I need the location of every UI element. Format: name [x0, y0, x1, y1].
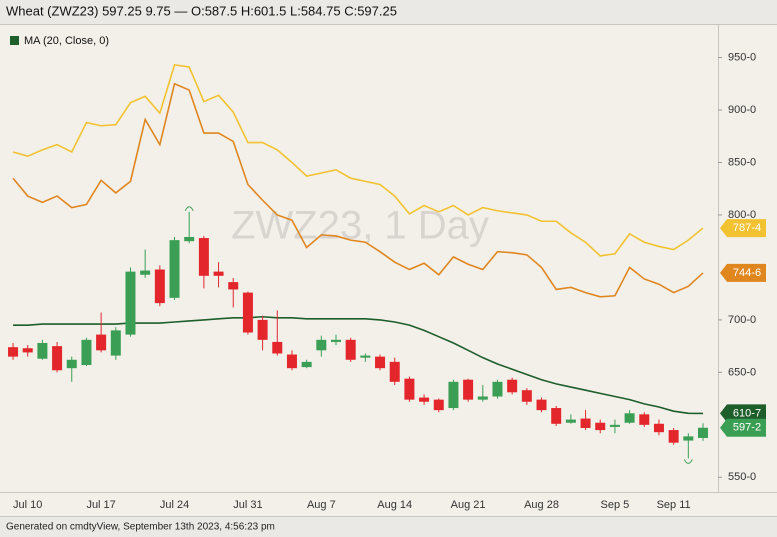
x-tick-label: Jul 24 [160, 499, 189, 511]
candle-body [683, 436, 694, 441]
candle-body [448, 381, 459, 409]
price-tag-label: 744-6 [733, 267, 761, 279]
price-tag [720, 219, 766, 238]
candle-body [375, 356, 386, 369]
candle-body [242, 292, 253, 333]
y-tick-label: 800-0 [728, 209, 756, 221]
candle-body [81, 339, 92, 366]
y-tick-label: 550-0 [728, 471, 756, 483]
candle-body [565, 419, 576, 423]
candle-body [66, 359, 77, 369]
candle-body [125, 271, 136, 335]
legend-swatch [10, 36, 19, 45]
candle-body [639, 414, 650, 425]
candle-body [213, 271, 224, 276]
low-marker [683, 459, 693, 464]
candle-body [110, 330, 121, 356]
candle-body [331, 339, 341, 342]
price-tag [720, 418, 766, 437]
candle-body [389, 361, 400, 382]
candle-body [37, 342, 48, 359]
candle-body [8, 347, 19, 357]
candle-body [463, 379, 474, 400]
candle-body [580, 418, 591, 428]
candle-body [404, 378, 415, 400]
x-tick-label: Jul 17 [86, 499, 115, 511]
candle-body [360, 355, 371, 358]
candle-body [609, 424, 620, 427]
x-tick-label: Aug 7 [307, 499, 336, 511]
legend-label: MA (20, Close, 0) [24, 35, 109, 47]
candle-body [668, 430, 679, 443]
candle-body [169, 240, 180, 298]
candle-body [698, 427, 708, 438]
candle-body [492, 381, 503, 397]
candle-body [507, 379, 518, 393]
line-series [12, 63, 704, 257]
candle-body [22, 348, 33, 353]
x-tick-label: Sep 11 [657, 499, 691, 511]
candle-body [286, 354, 297, 369]
footer: Generated on cmdtyView, September 13th 2… [6, 522, 275, 533]
x-tick-label: Aug 21 [451, 499, 486, 511]
price-tag-label: 597-2 [733, 422, 761, 434]
candle-body [653, 423, 664, 433]
chart-title: Wheat (ZWZ23) 597.25 9.75 — O:587.5 H:60… [6, 3, 397, 18]
candle-body [595, 422, 606, 431]
candle-body [272, 341, 283, 354]
price-tag-label: 787-4 [733, 222, 761, 234]
candle-body [184, 236, 195, 242]
candle-body [154, 269, 165, 304]
candle-body [433, 399, 444, 411]
y-tick-label: 700-0 [728, 314, 756, 326]
footer-bar [0, 516, 777, 537]
candle-body [198, 238, 209, 276]
candle-body [477, 396, 488, 400]
candle-body [536, 399, 547, 411]
y-tick-label: 850-0 [728, 156, 756, 168]
candle-body [551, 408, 562, 424]
line-series [12, 82, 704, 298]
candle-body [52, 346, 63, 371]
candle-body [345, 339, 356, 360]
price-tag [720, 263, 766, 282]
x-tick-label: Aug 28 [524, 499, 559, 511]
x-tick-label: Jul 31 [233, 499, 262, 511]
candle-body [521, 390, 532, 402]
high-marker [184, 206, 194, 212]
x-tick-label: Sep 5 [601, 499, 630, 511]
candle-body [301, 361, 312, 368]
candle-body [96, 334, 107, 351]
candle-body [257, 319, 268, 340]
candle-body [228, 282, 239, 290]
header-bar [0, 0, 777, 24]
candle-body [316, 339, 327, 351]
y-tick-label: 650-0 [728, 366, 756, 378]
y-tick-label: 900-0 [728, 104, 756, 116]
price-tag [720, 404, 766, 423]
y-tick-label: 950-0 [728, 51, 756, 63]
candle-body [419, 397, 430, 402]
candle-body [624, 413, 635, 423]
x-tick-label: Aug 14 [377, 499, 412, 511]
price-tag-label: 610-7 [733, 407, 761, 419]
candle-body [140, 270, 151, 275]
x-tick-label: Jul 10 [13, 499, 42, 511]
